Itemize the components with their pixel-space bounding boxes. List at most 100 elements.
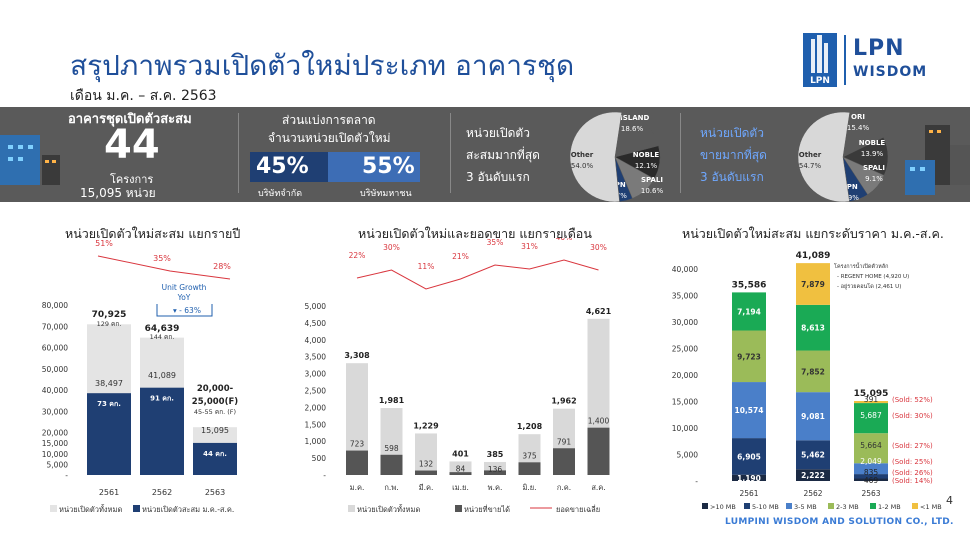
bar-segment (796, 440, 830, 470)
legend-label: หน่วยที่ขายได้ (464, 504, 510, 514)
pie-slice-value: 6.9% (841, 194, 859, 202)
x-tick-label: ก.ค. (557, 483, 571, 492)
data-label: 385 (487, 450, 504, 459)
legend-label: 5-10 MB (752, 503, 779, 511)
data-label: 45-55 คก. (F) (194, 408, 236, 416)
bar-segment (732, 438, 766, 475)
bar-sold (449, 472, 472, 475)
unit-growth-label: Unit Growth (162, 283, 207, 292)
legend-label: หน่วยเปิดตัวทั้งหมด (59, 504, 122, 514)
data-label: 1,981 (379, 396, 405, 405)
data-label: 1,208 (517, 422, 543, 431)
logo-line-1: LPN (853, 36, 905, 61)
data-label: 20,000- (197, 384, 234, 394)
band-divider (680, 113, 681, 193)
y-tick-label: 15,000 (42, 439, 68, 448)
line-label: 21% (452, 252, 469, 261)
segment-label: 391 (864, 395, 879, 404)
x-tick-label: ส.ค. (591, 483, 605, 492)
y-tick-label: 5,000 (677, 451, 699, 460)
y-tick-label: 3,500 (305, 353, 327, 362)
segment-label: 7,194 (737, 307, 761, 316)
x-tick-label: 2563 (205, 488, 225, 497)
line-label: 31% (521, 242, 538, 251)
bar-segment (796, 469, 830, 481)
share-title-1: ส่วนแบ่งการตลาด (282, 113, 376, 127)
sold-note: (Sold: 14%) (892, 477, 933, 485)
city-illustration-left-icon (0, 135, 60, 185)
legend-swatch (912, 503, 918, 509)
callout-title: โครงการน้ำเปิดตัวหลัก (834, 262, 888, 270)
bar-segment (796, 304, 830, 351)
segment-label: 2,222 (801, 471, 825, 480)
growth-label: 51% (95, 239, 113, 248)
pie-slice-value: 18.6% (621, 125, 644, 133)
x-tick-label: ม.ค. (350, 483, 365, 492)
share-left-box (250, 152, 328, 182)
cumulative-value: 44 (104, 122, 160, 168)
y-tick-label: 5,000 (305, 302, 327, 311)
bar-segment (796, 350, 830, 393)
page-title: สรุปภาพรวมเปิดตัวใหม่ประเภท อาคารชุด (70, 49, 575, 82)
logo-line-2: WISDOM (853, 64, 928, 80)
data-label: 136 (488, 465, 503, 474)
legend-swatch (50, 505, 57, 512)
y-tick-label: - (65, 471, 68, 480)
y-tick-label: 4,000 (305, 336, 327, 345)
x-tick-label: 2562 (803, 489, 822, 498)
legend-label: <1 MB (920, 503, 942, 511)
bar-segment (732, 382, 766, 439)
cumulative-label: อาคารชุดเปิดตัวสะสม (68, 112, 192, 127)
y-tick-label: 10,000 (672, 424, 698, 433)
pie-chart-sold: ORI 15.4% NOBLE 13.9% SPALI 9.1% LPN 6.9% Other 5… (797, 111, 889, 202)
y-tick-label: - (323, 471, 326, 480)
chart-price: 40,000 35,000 30,000 25,000 20,000 15,000 10,0… (672, 251, 942, 511)
bar-segment (854, 478, 888, 481)
line-label: 30% (383, 243, 400, 252)
unit-growth-label: YoY (177, 293, 191, 302)
building-icon: LPN (810, 35, 830, 86)
line-label: 30% (590, 243, 607, 252)
y-tick-label: 2,500 (305, 387, 327, 396)
segment-label: 5,664 (860, 441, 882, 450)
share-right-box (328, 152, 420, 182)
x-tick-label: เม.ย. (452, 483, 469, 492)
segment-label: 5,687 (860, 411, 882, 420)
y-tick-label: 20,000 (42, 429, 68, 438)
growth-line (97, 255, 231, 280)
pie-slice-label: SPALI (641, 176, 663, 184)
legend-label: 2-3 MB (836, 503, 859, 511)
pie-slice-label: RISLAND (615, 114, 650, 122)
data-label: 4,621 (586, 307, 612, 316)
pie-slice (614, 112, 659, 158)
bar-segment (796, 392, 830, 441)
bar-launched (449, 461, 472, 475)
y-tick-label: 30,000 (672, 318, 698, 327)
bar-sold (415, 470, 437, 475)
segment-label: 9,723 (737, 352, 761, 361)
bar-sold (346, 450, 368, 475)
line-label: 22% (349, 251, 366, 260)
chart-price-title: หน่วยเปิดตัวใหม่สะสม แยกระดับราคา ม.ค.-ส… (682, 226, 944, 241)
data-label: 723 (350, 440, 365, 449)
data-label: 1,400 (588, 417, 610, 426)
growth-label: 35% (153, 254, 171, 263)
legend-label: 1-2 MB (878, 503, 901, 511)
band-divider (450, 113, 451, 193)
data-label: 25,000(F) (192, 397, 238, 407)
data-label: 375 (522, 451, 537, 460)
bar-segment (732, 474, 766, 481)
page-number: 4 (946, 494, 953, 507)
data-label: 41,089 (148, 371, 176, 380)
y-tick-label: 35,000 (672, 292, 698, 301)
pie-slice-value: 13.9% (861, 150, 884, 158)
x-tick-label: มี.ค. (419, 483, 434, 492)
data-label: 3,308 (344, 351, 370, 360)
callout-line: - REGENT HOME (4,920 U) (837, 274, 909, 280)
y-tick-label: 60,000 (42, 344, 68, 353)
callout-line: - อยู่รวยคอนโด (2,461 U) (837, 282, 901, 290)
legend-label: หน่วยเปิดตัวทั้งหมด (357, 504, 420, 514)
share-left-label: บริษัทจำกัด (258, 189, 303, 199)
cumulative-unit: โครงการ (110, 173, 154, 186)
page-subtitle: เดือน ม.ค. – ส.ค. 2563 (70, 88, 217, 104)
